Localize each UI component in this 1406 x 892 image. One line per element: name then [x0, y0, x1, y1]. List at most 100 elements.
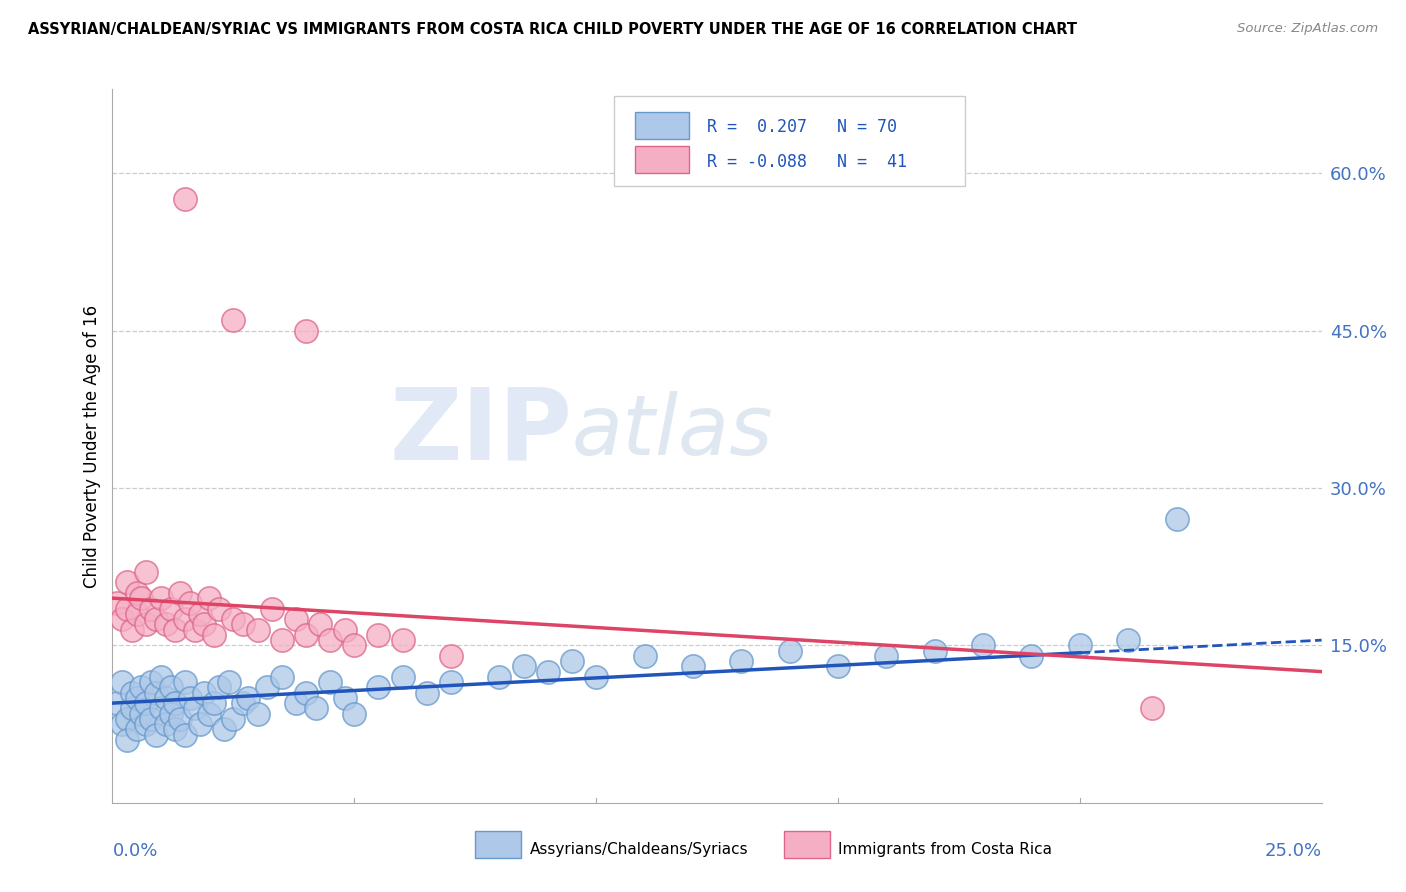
Point — [131, 681, 153, 695]
Point — [159, 601, 181, 615]
Point — [202, 628, 225, 642]
Point — [174, 193, 197, 207]
Point — [179, 690, 201, 705]
FancyBboxPatch shape — [636, 112, 689, 139]
Point — [149, 701, 172, 715]
Point — [343, 706, 366, 721]
Point — [159, 706, 181, 721]
Point — [111, 675, 134, 690]
Point — [202, 696, 225, 710]
Point — [367, 681, 389, 695]
Point — [730, 654, 752, 668]
FancyBboxPatch shape — [614, 96, 965, 186]
Point — [1166, 512, 1188, 526]
Point — [159, 681, 181, 695]
Point — [309, 617, 332, 632]
Point — [121, 701, 143, 715]
Text: atlas: atlas — [572, 392, 773, 472]
Point — [367, 628, 389, 642]
Point — [295, 628, 318, 642]
Point — [188, 717, 211, 731]
Point — [208, 601, 231, 615]
Text: 25.0%: 25.0% — [1264, 842, 1322, 860]
Point — [145, 612, 167, 626]
Point — [827, 659, 849, 673]
Point — [135, 617, 157, 632]
Point — [1069, 639, 1091, 653]
Point — [1021, 648, 1043, 663]
Point — [179, 596, 201, 610]
Point — [270, 670, 292, 684]
Point — [585, 670, 607, 684]
Point — [212, 723, 235, 737]
Point — [256, 681, 278, 695]
Point — [391, 670, 413, 684]
Point — [125, 690, 148, 705]
Y-axis label: Child Poverty Under the Age of 16: Child Poverty Under the Age of 16 — [83, 304, 101, 588]
Point — [236, 690, 259, 705]
Point — [416, 685, 439, 699]
Point — [319, 675, 342, 690]
Point — [165, 696, 187, 710]
Point — [222, 313, 245, 327]
Point — [165, 723, 187, 737]
Point — [779, 643, 801, 657]
Text: Immigrants from Costa Rica: Immigrants from Costa Rica — [838, 842, 1052, 856]
Point — [972, 639, 994, 653]
Text: Assyrians/Chaldeans/Syriacs: Assyrians/Chaldeans/Syriacs — [530, 842, 748, 856]
Point — [198, 706, 221, 721]
Point — [319, 633, 342, 648]
Point — [333, 623, 356, 637]
Point — [262, 601, 284, 615]
Point — [198, 591, 221, 606]
Text: R = -0.088   N =  41: R = -0.088 N = 41 — [707, 153, 907, 170]
Point — [135, 696, 157, 710]
Point — [121, 623, 143, 637]
Point — [270, 633, 292, 648]
Point — [115, 732, 138, 747]
Point — [304, 701, 326, 715]
Point — [537, 665, 560, 679]
Point — [141, 712, 163, 726]
Point — [105, 696, 128, 710]
Point — [115, 712, 138, 726]
Point — [174, 728, 197, 742]
Point — [115, 601, 138, 615]
Point — [169, 586, 191, 600]
Point — [440, 648, 463, 663]
FancyBboxPatch shape — [475, 830, 522, 858]
Point — [111, 612, 134, 626]
Point — [218, 675, 240, 690]
Point — [295, 324, 318, 338]
Point — [125, 586, 148, 600]
Point — [183, 701, 205, 715]
Point — [145, 728, 167, 742]
Point — [145, 685, 167, 699]
Point — [222, 712, 245, 726]
Point — [125, 723, 148, 737]
Point — [295, 685, 318, 699]
Point — [1142, 701, 1164, 715]
Point — [633, 648, 655, 663]
Point — [333, 690, 356, 705]
Point — [131, 706, 153, 721]
Point — [149, 670, 172, 684]
Point — [193, 617, 215, 632]
Point — [149, 591, 172, 606]
Point — [246, 706, 269, 721]
Text: ASSYRIAN/CHALDEAN/SYRIAC VS IMMIGRANTS FROM COSTA RICA CHILD POVERTY UNDER THE A: ASSYRIAN/CHALDEAN/SYRIAC VS IMMIGRANTS F… — [28, 22, 1077, 37]
Text: R =  0.207   N = 70: R = 0.207 N = 70 — [707, 119, 897, 136]
Point — [232, 696, 254, 710]
Point — [232, 617, 254, 632]
FancyBboxPatch shape — [636, 146, 689, 173]
Point — [875, 648, 897, 663]
Point — [155, 717, 177, 731]
Point — [141, 675, 163, 690]
Point — [169, 712, 191, 726]
Point — [125, 607, 148, 621]
Point — [105, 596, 128, 610]
Point — [208, 681, 231, 695]
Point — [512, 659, 534, 673]
Point — [131, 591, 153, 606]
Point — [111, 717, 134, 731]
